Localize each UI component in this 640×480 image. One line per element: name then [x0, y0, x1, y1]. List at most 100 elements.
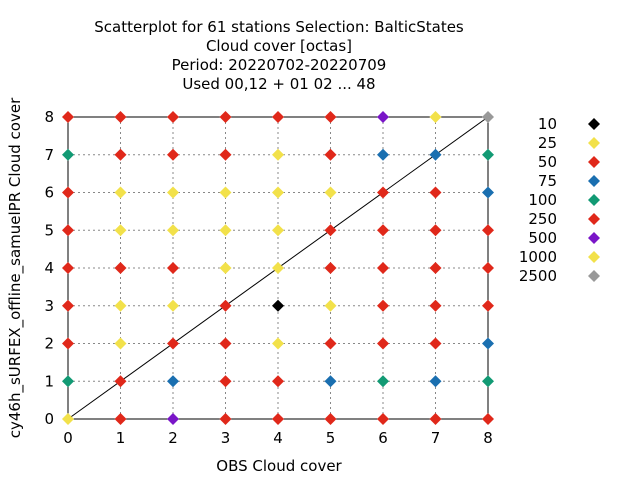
data-point: [324, 375, 337, 388]
data-point: [324, 111, 337, 123]
x-tick-label: 5: [326, 429, 336, 447]
data-point: [62, 148, 74, 161]
data-point: [114, 262, 127, 274]
chart-title: Scatterplot for 61 stations Selection: B…: [94, 18, 464, 93]
data-point: [482, 186, 494, 199]
data-point: [429, 186, 442, 199]
data-point: [114, 224, 127, 237]
legend-marker: [588, 194, 600, 206]
data-point: [272, 148, 284, 161]
data-point: [167, 413, 179, 425]
y-tick-label: 2: [44, 335, 54, 353]
title-line-4: Used 00,12 + 01 02 ... 48: [182, 75, 375, 93]
title-line-1: Scatterplot for 61 stations Selection: B…: [94, 18, 464, 36]
data-point: [324, 413, 337, 425]
data-point: [167, 299, 179, 312]
legend-marker: [588, 251, 600, 263]
data-point: [114, 375, 127, 388]
y-tick-label: 3: [44, 297, 54, 315]
legend-label: 75: [538, 172, 557, 190]
legend-label: 50: [538, 153, 557, 171]
y-axis-title: cy46h_sURFEX_offline_samuelPR Cloud cove…: [6, 97, 25, 438]
data-point: [62, 224, 74, 237]
data-point: [377, 262, 389, 274]
data-point: [324, 224, 337, 237]
y-tick-label: 7: [44, 146, 54, 164]
data-point: [324, 148, 337, 161]
data-point: [219, 111, 232, 123]
data-point: [167, 375, 179, 388]
data-point: [62, 111, 74, 123]
data-point: [482, 148, 494, 161]
data-point: [482, 375, 494, 388]
legend-marker: [588, 213, 600, 225]
x-tick-label: 4: [273, 429, 283, 447]
data-point: [272, 299, 284, 312]
data-point: [219, 262, 232, 274]
y-tick-label: 1: [44, 372, 54, 390]
data-point: [167, 224, 179, 237]
x-tick-label: 6: [378, 429, 388, 447]
data-point: [62, 299, 74, 312]
x-tick-labels: 0 1 2 3 4 5 6 7 8: [63, 429, 493, 447]
x-tick-label: 0: [63, 429, 73, 447]
data-point: [167, 262, 179, 274]
data-point: [377, 148, 389, 161]
data-point: [272, 224, 284, 237]
title-line-3: Period: 20220702-20220709: [172, 56, 387, 74]
data-point: [324, 337, 337, 350]
x-tick-label: 2: [168, 429, 178, 447]
data-point: [62, 413, 74, 425]
legend-label: 1000: [519, 248, 557, 266]
data-point: [377, 299, 389, 312]
legend-marker: [588, 270, 600, 282]
data-point: [377, 186, 389, 199]
data-point: [377, 337, 389, 350]
legend-label: 500: [528, 229, 557, 247]
y-tick-label: 6: [44, 184, 54, 202]
legend-marker: [588, 156, 600, 168]
legend-marker: [588, 137, 600, 149]
y-tick-label: 4: [44, 259, 54, 277]
data-point: [377, 375, 389, 388]
data-point: [482, 262, 494, 274]
legend-label: 25: [538, 134, 557, 152]
data-point: [62, 262, 74, 274]
data-point: [219, 224, 232, 237]
data-point: [62, 186, 74, 199]
data-point: [482, 111, 494, 123]
data-point: [377, 413, 389, 425]
data-point: [114, 186, 127, 199]
data-point: [114, 111, 127, 123]
data-point: [167, 337, 179, 350]
data-point: [429, 413, 442, 425]
legend-marker: [588, 175, 600, 187]
data-point: [324, 262, 337, 274]
data-point: [167, 111, 179, 123]
data-point: [429, 262, 442, 274]
x-tick-label: 8: [483, 429, 493, 447]
data-points: [62, 111, 494, 425]
data-point: [62, 337, 74, 350]
data-point: [324, 186, 337, 199]
data-point: [272, 111, 284, 123]
data-point: [114, 337, 127, 350]
legend-label: 10: [538, 115, 557, 133]
legend-marker: [588, 118, 600, 130]
x-tick-label: 7: [431, 429, 441, 447]
data-point: [429, 111, 442, 123]
data-point: [272, 413, 284, 425]
data-point: [219, 375, 232, 388]
data-point: [219, 148, 232, 161]
y-tick-labels: 0 1 2 3 4 5 6 7 8: [44, 108, 54, 428]
data-point: [429, 299, 442, 312]
data-point: [114, 148, 127, 161]
x-tick-label: 3: [221, 429, 231, 447]
data-point: [219, 299, 232, 312]
data-point: [272, 262, 284, 274]
data-point: [482, 224, 494, 237]
legend-marker: [588, 232, 600, 244]
data-point: [272, 337, 284, 350]
data-point: [272, 375, 284, 388]
